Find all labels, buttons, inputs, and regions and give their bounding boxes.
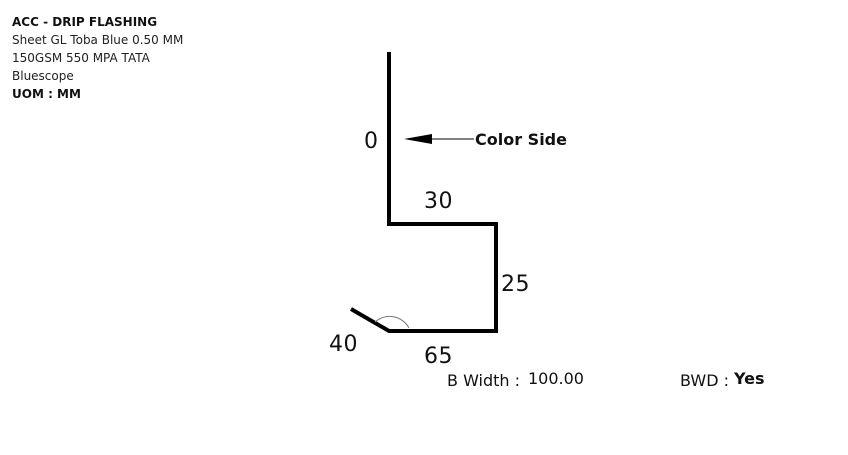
color-side-arrowhead bbox=[404, 134, 432, 144]
bend-angle-arc bbox=[374, 315, 410, 329]
b-width-label: B Width : bbox=[447, 371, 520, 390]
dimension-bottom: 65 bbox=[424, 344, 453, 369]
brand-name: Bluescope bbox=[12, 69, 74, 83]
spec-block: ACC - DRIP FLASHING Sheet GL Toba Blue 0… bbox=[12, 13, 183, 103]
color-side-label: Color Side bbox=[475, 130, 567, 149]
dimension-top: 0 bbox=[364, 129, 379, 154]
product-title: ACC - DRIP FLASHING bbox=[12, 15, 158, 29]
dimension-riser: 25 bbox=[501, 272, 530, 297]
bwd-value: Yes bbox=[733, 369, 765, 388]
uom-label: UOM : MM bbox=[12, 87, 81, 101]
sheet-spec: Sheet GL Toba Blue 0.50 MM bbox=[12, 33, 184, 47]
dimension-drip: 40 bbox=[329, 332, 358, 357]
dimension-top-flat: 30 bbox=[424, 189, 453, 214]
bwd-label: BWD : bbox=[680, 371, 729, 390]
b-width-value: 100.00 bbox=[528, 369, 584, 388]
grade-spec: 150GSM 550 MPA TATA bbox=[12, 51, 150, 65]
profile-line bbox=[349, 52, 498, 333]
